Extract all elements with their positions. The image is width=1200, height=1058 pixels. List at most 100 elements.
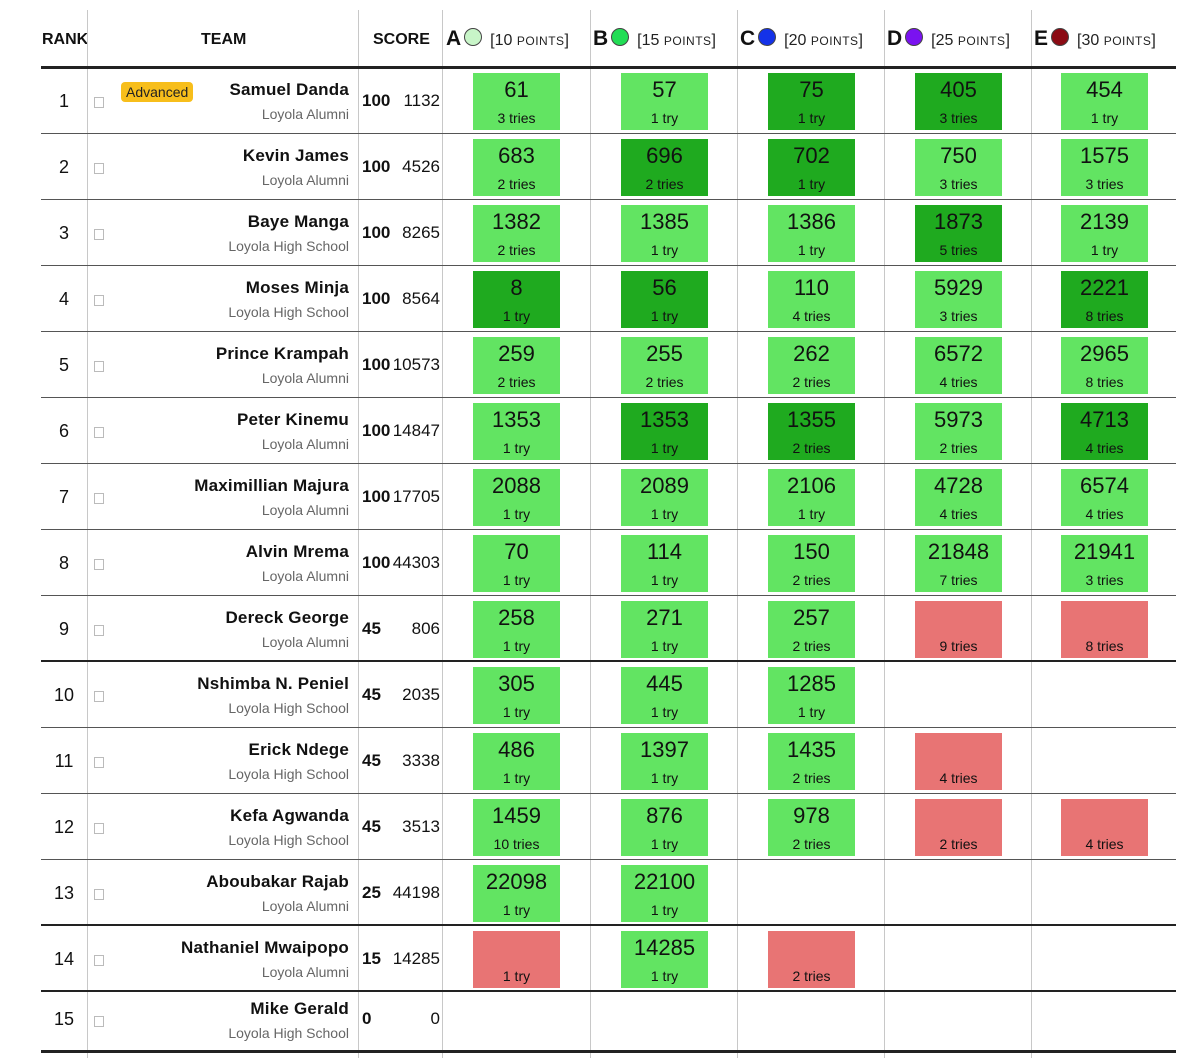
problem-cell-d[interactable]: 405 3 tries [915,73,1002,130]
problem-cell-b[interactable]: 445 1 try [621,667,708,724]
problem-cell-a[interactable]: 1382 2 tries [473,205,560,262]
problem-cell-d[interactable]: 5929 3 tries [915,271,1002,328]
problem-cell-e[interactable]: 4 tries [1061,799,1148,856]
favorite-checkbox[interactable] [94,163,104,174]
problem-cell-c[interactable]: 1355 2 tries [768,403,855,460]
problem-cell-c[interactable]: 110 4 tries [768,271,855,328]
favorite-checkbox[interactable] [94,1016,104,1027]
problem-cell-b[interactable]: 114 1 try [621,535,708,592]
problem-cell-a[interactable]: 1459 10 tries [473,799,560,856]
problem-cell-a[interactable]: 259 2 tries [473,337,560,394]
problem-cell-c[interactable]: 262 2 tries [768,337,855,394]
problem-cell-b[interactable]: 255 2 tries [621,337,708,394]
header-rank[interactable]: RANK [41,0,88,68]
favorite-checkbox[interactable] [94,361,104,372]
team-name[interactable]: Kefa Agwanda [230,806,349,825]
problem-cell-a[interactable]: 61 3 tries [473,73,560,130]
table-row[interactable]: 2 Kevin James Loyola Alumni 100 4526 683 2 tri… [0,134,1200,200]
favorite-checkbox[interactable] [94,823,104,834]
team-name[interactable]: Nathaniel Mwaipopo [181,938,349,957]
problem-cell-b[interactable]: 1353 1 try [621,403,708,460]
problem-cell-a[interactable]: 70 1 try [473,535,560,592]
header-score[interactable]: SCORE [359,0,443,68]
problem-cell-e[interactable]: 1575 3 tries [1061,139,1148,196]
problem-cell-c[interactable]: 2 tries [768,931,855,988]
favorite-checkbox[interactable] [94,625,104,636]
table-row[interactable]: 4 Moses Minja Loyola High School 100 8564 8 1 … [0,266,1200,332]
problem-cell-d[interactable]: 4 tries [915,733,1002,790]
header-problem-d[interactable]: D [25 POINTS] [887,27,1010,51]
team-name[interactable]: Maximillian Majura [194,476,349,495]
favorite-checkbox[interactable] [94,295,104,306]
problem-cell-e[interactable]: 2139 1 try [1061,205,1148,262]
problem-cell-b[interactable]: 2089 1 try [621,469,708,526]
problem-cell-b[interactable]: 1385 1 try [621,205,708,262]
problem-cell-e[interactable]: 4713 4 tries [1061,403,1148,460]
problem-cell-c[interactable]: 1386 1 try [768,205,855,262]
team-name[interactable]: Nshimba N. Peniel [197,674,349,693]
problem-cell-c[interactable]: 150 2 tries [768,535,855,592]
team-name[interactable]: Aboubakar Rajab [206,872,349,891]
header-problem-a[interactable]: A [10 POINTS] [446,27,569,51]
problem-cell-c[interactable]: 2106 1 try [768,469,855,526]
problem-cell-d[interactable]: 21848 7 tries [915,535,1002,592]
table-row[interactable]: 9 Dereck George Loyola Alumni 45 806 258 1 try… [0,596,1200,662]
problem-cell-b[interactable]: 14285 1 try [621,931,708,988]
problem-cell-d[interactable]: 2 tries [915,799,1002,856]
problem-cell-e[interactable]: 21941 3 tries [1061,535,1148,592]
team-name[interactable]: Alvin Mrema [245,542,349,561]
team-name[interactable]: Samuel Danda [229,80,349,99]
problem-cell-e[interactable]: 2965 8 tries [1061,337,1148,394]
problem-cell-e[interactable]: 2221 8 tries [1061,271,1148,328]
table-row[interactable]: 7 Maximillian Majura Loyola Alumni 100 17705… [0,464,1200,530]
problem-cell-b[interactable]: 57 1 try [621,73,708,130]
header-problem-e[interactable]: E [30 POINTS] [1034,27,1156,51]
table-row[interactable]: 14 Nathaniel Mwaipopo Loyola Alumni 15 14285… [0,926,1200,992]
team-name[interactable]: Prince Krampah [215,344,349,363]
problem-cell-a[interactable]: 258 1 try [473,601,560,658]
problem-cell-b[interactable]: 271 1 try [621,601,708,658]
table-row[interactable]: 15 Mike Gerald Loyola High School 0 0 [0,992,1200,1058]
table-row[interactable]: 12 Kefa Agwanda Loyola High School 45 3513 14… [0,794,1200,860]
table-row[interactable]: 3 Baye Manga Loyola High School 100 8265 1382… [0,200,1200,266]
team-name[interactable]: Baye Manga [247,212,349,231]
problem-cell-b[interactable]: 22100 1 try [621,865,708,922]
header-problem-b[interactable]: B [15 POINTS] [593,27,716,51]
team-name[interactable]: Peter Kinemu [237,410,349,429]
team-name[interactable]: Erick Ndege [248,740,349,759]
problem-cell-a[interactable]: 1353 1 try [473,403,560,460]
problem-cell-a[interactable]: 8 1 try [473,271,560,328]
problem-cell-a[interactable]: 1 try [473,931,560,988]
problem-cell-a[interactable]: 2088 1 try [473,469,560,526]
problem-cell-c[interactable]: 1285 1 try [768,667,855,724]
problem-cell-a[interactable]: 305 1 try [473,667,560,724]
problem-cell-b[interactable]: 56 1 try [621,271,708,328]
table-row[interactable]: 1 Advanced Samuel Danda Loyola Alumni 100 113… [0,68,1200,134]
problem-cell-b[interactable]: 696 2 tries [621,139,708,196]
table-row[interactable]: 5 Prince Krampah Loyola Alumni 100 10573 259 2… [0,332,1200,398]
favorite-checkbox[interactable] [94,757,104,768]
favorite-checkbox[interactable] [94,691,104,702]
table-row[interactable]: 11 Erick Ndege Loyola High School 45 3338 486… [0,728,1200,794]
favorite-checkbox[interactable] [94,559,104,570]
problem-cell-d[interactable]: 1873 5 tries [915,205,1002,262]
problem-cell-e[interactable]: 6574 4 tries [1061,469,1148,526]
team-name[interactable]: Dereck George [225,608,349,627]
problem-cell-c[interactable]: 75 1 try [768,73,855,130]
problem-cell-b[interactable]: 1397 1 try [621,733,708,790]
problem-cell-c[interactable]: 702 1 try [768,139,855,196]
favorite-checkbox[interactable] [94,955,104,966]
problem-cell-c[interactable]: 257 2 tries [768,601,855,658]
problem-cell-c[interactable]: 978 2 tries [768,799,855,856]
problem-cell-e[interactable]: 8 tries [1061,601,1148,658]
problem-cell-d[interactable]: 5973 2 tries [915,403,1002,460]
table-row[interactable]: 10 Nshimba N. Peniel Loyola High School 45 2… [0,662,1200,728]
favorite-checkbox[interactable] [94,493,104,504]
table-row[interactable]: 6 Peter Kinemu Loyola Alumni 100 14847 1353 1 … [0,398,1200,464]
problem-cell-d[interactable]: 750 3 tries [915,139,1002,196]
table-row[interactable]: 13 Aboubakar Rajab Loyola Alumni 25 44198 220… [0,860,1200,926]
table-row[interactable]: 8 Alvin Mrema Loyola Alumni 100 44303 70 1 try… [0,530,1200,596]
problem-cell-a[interactable]: 22098 1 try [473,865,560,922]
problem-cell-a[interactable]: 683 2 tries [473,139,560,196]
favorite-checkbox[interactable] [94,229,104,240]
